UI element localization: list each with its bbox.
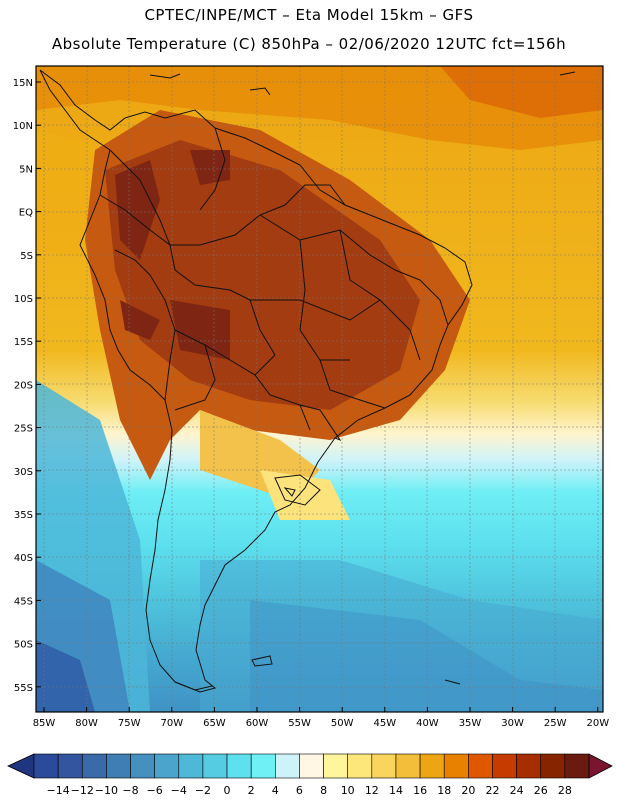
colorbar-swatch — [154, 753, 180, 779]
chart-title-line2: Absolute Temperature (C) 850hPa – 02/06/… — [51, 35, 567, 53]
colorbar-swatch — [130, 753, 155, 779]
lat-label: 5S — [20, 251, 33, 262]
colorbar-swatch — [371, 753, 397, 779]
colorbar-over-arrow — [588, 753, 613, 779]
lat-label: 15S — [14, 337, 33, 348]
latitude-labels: 15N 10N 5N EQ 5S 10S 15S 20S 25S 30S 35S 40S 45S 50S 5… — [13, 78, 41, 694]
lon-label: 45W — [373, 718, 396, 729]
lat-label: EQ — [19, 208, 33, 219]
lat-label: 40S — [14, 553, 33, 564]
colorbar-swatch — [419, 753, 445, 779]
lon-label: 65W — [203, 718, 226, 729]
lat-label: 20S — [14, 380, 33, 391]
colorbar-tick-label: 14 — [389, 784, 403, 797]
longitude-labels: 85W 80W 75W 70W 65W 60W 55W 50W 45W 40W 35W 30W 25W 2… — [33, 707, 609, 729]
colorbar-swatch — [33, 753, 59, 779]
colorbar-swatch — [443, 753, 469, 779]
lon-label: 55W — [288, 718, 311, 729]
lon-label: 25W — [544, 718, 567, 729]
lat-label: 25S — [14, 424, 33, 435]
colorbar-tick-label: 22 — [485, 784, 499, 797]
lon-label: 20W — [586, 718, 609, 729]
lon-label: 50W — [331, 718, 354, 729]
lon-label: 40W — [416, 718, 439, 729]
colorbar-swatch — [202, 753, 228, 779]
colorbar-swatch — [468, 753, 493, 779]
colorbar-tick-label: −6 — [147, 784, 163, 797]
colorbar-tick-label: 20 — [461, 784, 475, 797]
lon-label: 85W — [33, 718, 56, 729]
colorbar-swatch — [299, 753, 324, 779]
colorbar-tick-label: −12 — [71, 784, 94, 797]
lon-label: 75W — [118, 718, 141, 729]
colorbar-swatch — [395, 753, 421, 779]
lat-label: 50S — [14, 640, 33, 651]
colorbar-tick-label: −8 — [122, 784, 138, 797]
lat-label: 10S — [14, 294, 33, 305]
colorbar-swatch — [275, 753, 300, 779]
coastlines — [39, 69, 576, 693]
colorbar-swatch — [347, 753, 373, 779]
colorbar — [7, 753, 613, 779]
colorbar-swatch — [81, 753, 107, 779]
colorbar-tick-label: 16 — [413, 784, 427, 797]
lat-label: 15N — [13, 78, 33, 89]
colorbar-tick-label: −2 — [195, 784, 211, 797]
lat-label: 30S — [14, 467, 33, 478]
colorbar-swatch — [106, 753, 131, 779]
colorbar-swatch — [564, 753, 590, 779]
lat-label: 45S — [14, 596, 33, 607]
colorbar-tick-label: −10 — [95, 784, 118, 797]
colorbar-tick-label: 12 — [365, 784, 379, 797]
colorbar-tick-label: 10 — [341, 784, 355, 797]
colorbar-tick-label: 6 — [296, 784, 303, 797]
colorbar-tick-label: 8 — [320, 784, 327, 797]
colorbar-tick-label: 26 — [534, 784, 548, 797]
colorbar-swatch — [57, 753, 83, 779]
lon-label: 30W — [501, 718, 524, 729]
colorbar-swatch — [516, 753, 542, 779]
colorbar-swatch — [492, 753, 517, 779]
plot-frame — [35, 65, 604, 713]
lon-label: 35W — [459, 718, 482, 729]
colorbar-tick-label: 28 — [558, 784, 572, 797]
lat-label: 35S — [14, 510, 33, 521]
lat-label: 5N — [19, 164, 33, 175]
colorbar-swatch — [226, 753, 252, 779]
colorbar-swatch — [250, 753, 276, 779]
colorbar-swatch — [178, 753, 204, 779]
lon-label: 80W — [75, 718, 98, 729]
colorbar-tick-label: 4 — [272, 784, 279, 797]
chart-title-line1: CPTEC/INPE/MCT – Eta Model 15km – GFS — [144, 6, 474, 24]
colorbar-tick-label: −14 — [47, 784, 70, 797]
colorbar-tick-label: 0 — [224, 784, 231, 797]
grid-lines — [36, 66, 603, 712]
colorbar-swatch — [323, 753, 348, 779]
colorbar-labels: −14 −12 −10 −8 −6 −4 −2 0 2 4 6 8 10 12 14 16 18 20 22 24 26… — [47, 784, 572, 797]
colorbar-tick-label: 18 — [437, 784, 451, 797]
lat-label: 10N — [13, 121, 33, 132]
lon-label: 60W — [246, 718, 269, 729]
colorbar-swatch — [540, 753, 566, 779]
lon-label: 70W — [160, 718, 183, 729]
lat-label: 55S — [14, 683, 33, 694]
temperature-field — [36, 66, 603, 712]
colorbar-under-arrow — [7, 753, 35, 779]
colorbar-tick-label: −4 — [171, 784, 187, 797]
colorbar-tick-label: 24 — [510, 784, 524, 797]
colorbar-tick-label: 2 — [248, 784, 255, 797]
